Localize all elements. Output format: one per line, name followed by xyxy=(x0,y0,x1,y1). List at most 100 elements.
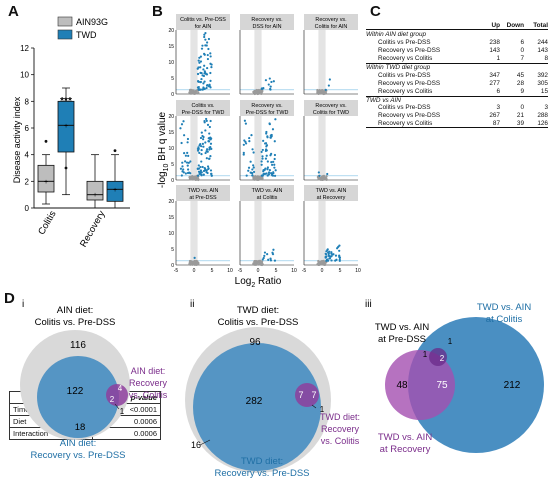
venn-ii-count-blue: 16 xyxy=(191,440,201,450)
box-mean-marker: + xyxy=(93,192,97,199)
volcano-point-sig xyxy=(180,123,184,126)
volcano-x-tick-label: 0 xyxy=(257,268,260,274)
venn-ii-count-p3: 1 xyxy=(320,405,325,414)
volcano-point-sig xyxy=(205,117,208,121)
volcano-point-sig xyxy=(186,171,190,175)
anova-source: Time point xyxy=(8,403,94,416)
venn-iii-rec-label-1: TWD vs. AIN xyxy=(378,432,433,443)
volcano-point-ns xyxy=(316,88,319,92)
volcano-title: TWD vs. AIN xyxy=(316,188,347,194)
volcano-title: Colitis vs. Pre-DSS xyxy=(180,17,226,23)
volcano-point-sig xyxy=(199,66,202,69)
volcano-point-sig xyxy=(266,253,269,256)
volcano-point-sig xyxy=(197,66,200,69)
volcano-title: TWD vs. AIN xyxy=(188,188,219,194)
volcano-y-tick-label: 5 xyxy=(171,247,174,253)
volcano-point-sig xyxy=(263,251,267,254)
volcano-point-ns xyxy=(188,91,191,94)
volcano-point-sig xyxy=(184,154,187,157)
volcano-point-ns xyxy=(316,92,319,95)
fold-change-band xyxy=(318,30,326,94)
volcano-title-bg xyxy=(240,100,294,116)
volcano-title: Colitis vs. xyxy=(191,103,214,109)
group-title: Within AIN diet group xyxy=(366,31,427,39)
de-row: Colitis vs Pre-DSS 3 0 3 xyxy=(378,103,548,111)
box-body xyxy=(57,100,75,153)
volcano-point-sig xyxy=(252,164,255,167)
box-body xyxy=(86,180,104,201)
volcano-title: Pre-DSS for TWD xyxy=(246,110,289,116)
volcano-point-sig xyxy=(193,256,196,259)
volcano-point-ns xyxy=(195,262,198,265)
group-title: TWD vs AIN xyxy=(366,95,548,104)
volcano-point-ns xyxy=(253,178,256,181)
volcano-point-sig xyxy=(206,41,209,44)
volcano-point-sig xyxy=(200,153,203,156)
volcano-point-sig xyxy=(334,254,338,257)
volcano-point-sig xyxy=(179,167,183,170)
venn-iii-rec-label-2: at Recovery xyxy=(380,444,431,455)
volcano-point-sig xyxy=(209,55,212,58)
volcano-point-sig xyxy=(200,145,203,148)
volcano-point-sig xyxy=(181,165,184,168)
de-row: Recovery vs Colitis 1 7 8 xyxy=(378,55,548,63)
anova-row: Time point <0.0001 xyxy=(8,403,161,416)
volcano-point-sig xyxy=(201,74,204,77)
volcano-point-sig xyxy=(260,150,263,154)
volcano-point-sig xyxy=(203,121,206,124)
group-title: Within TWD diet group xyxy=(366,63,548,71)
volcano-point-sig xyxy=(268,77,271,80)
de-count-table: Up Down Total Within AIN diet group Coli… xyxy=(366,22,548,129)
volcano-point-sig xyxy=(199,165,202,169)
volcano-point-ns xyxy=(189,88,192,91)
volcano-point-sig xyxy=(274,118,277,121)
volcano-point-sig xyxy=(200,148,203,152)
volcano-y-tick-label: 10 xyxy=(168,60,174,66)
volcano-point-sig xyxy=(268,169,272,172)
panel-label-b: B xyxy=(152,3,163,20)
volcano-point-sig xyxy=(209,169,213,172)
volcano-x-tick-label: -5 xyxy=(238,268,243,274)
volcano-point-sig xyxy=(203,35,206,39)
volcano-title: Recovery vs. xyxy=(315,103,346,109)
volcano-point-sig xyxy=(207,37,211,41)
volcano-point-sig xyxy=(242,151,245,155)
volcano-point-sig xyxy=(201,142,204,146)
volcano-point-ns xyxy=(324,92,327,95)
venn-iii-pre-label-1: TWD vs. AIN xyxy=(375,322,430,333)
volcano-point-ns xyxy=(255,178,258,181)
volcano-point-sig xyxy=(208,157,211,160)
volcano-point-sig xyxy=(273,259,277,262)
volcano-point-sig xyxy=(183,134,186,137)
volcano-title: Recovery vs. xyxy=(251,103,282,109)
volcano-point-sig xyxy=(273,166,276,169)
volcano-point-ns xyxy=(322,91,325,94)
volcano-point-ns xyxy=(192,263,195,266)
box-body xyxy=(106,180,124,202)
volcano-title: Colitis for AIN xyxy=(315,24,348,30)
venn-ii-purple-label-3: vs. Colitis xyxy=(321,436,360,446)
volcano-point-sig xyxy=(199,172,202,175)
header-up: Up xyxy=(491,22,500,29)
volcano-point-sig xyxy=(261,155,264,158)
volcano-point-sig xyxy=(269,85,272,88)
y-tick-label: 8 xyxy=(25,97,30,106)
volcano-point-sig xyxy=(270,152,273,155)
volcano-point-sig xyxy=(182,171,185,174)
volcano-title-bg xyxy=(304,14,358,30)
volcano-point-sig xyxy=(203,70,206,73)
y-tick-label: 0 xyxy=(25,204,30,213)
volcano-point-sig xyxy=(251,148,254,151)
volcano-point-sig xyxy=(182,168,185,171)
volcano-point-sig xyxy=(202,88,205,91)
volcano-point-ns xyxy=(190,261,193,265)
volcano-x-tick-label: 10 xyxy=(355,268,361,274)
volcano-point-sig xyxy=(327,84,330,87)
box-outlier xyxy=(44,139,48,143)
volcano-point-sig xyxy=(265,154,268,157)
volcano-point-sig xyxy=(208,83,211,86)
volcano-point-ns xyxy=(254,260,257,263)
volcano-point-sig xyxy=(200,77,203,81)
